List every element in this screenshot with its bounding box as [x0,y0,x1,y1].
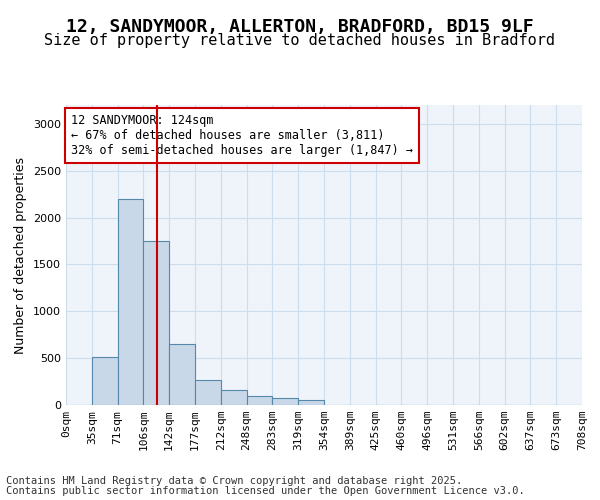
Y-axis label: Number of detached properties: Number of detached properties [14,156,28,354]
Bar [195,380,221,405]
Bar [298,400,324,405]
Text: Contains public sector information licensed under the Open Government Licence v3: Contains public sector information licen… [6,486,525,496]
Bar [169,344,195,405]
Bar [247,396,272,405]
Bar [272,398,298,405]
Bar [221,390,247,405]
Bar [118,198,143,405]
Text: Size of property relative to detached houses in Bradford: Size of property relative to detached ho… [44,32,556,48]
Text: Contains HM Land Registry data © Crown copyright and database right 2025.: Contains HM Land Registry data © Crown c… [6,476,462,486]
Text: 12 SANDYMOOR: 124sqm
← 67% of detached houses are smaller (3,811)
32% of semi-de: 12 SANDYMOOR: 124sqm ← 67% of detached h… [71,114,413,157]
Bar [143,241,169,405]
Text: 12, SANDYMOOR, ALLERTON, BRADFORD, BD15 9LF: 12, SANDYMOOR, ALLERTON, BRADFORD, BD15 … [66,18,534,36]
Bar [92,357,118,405]
